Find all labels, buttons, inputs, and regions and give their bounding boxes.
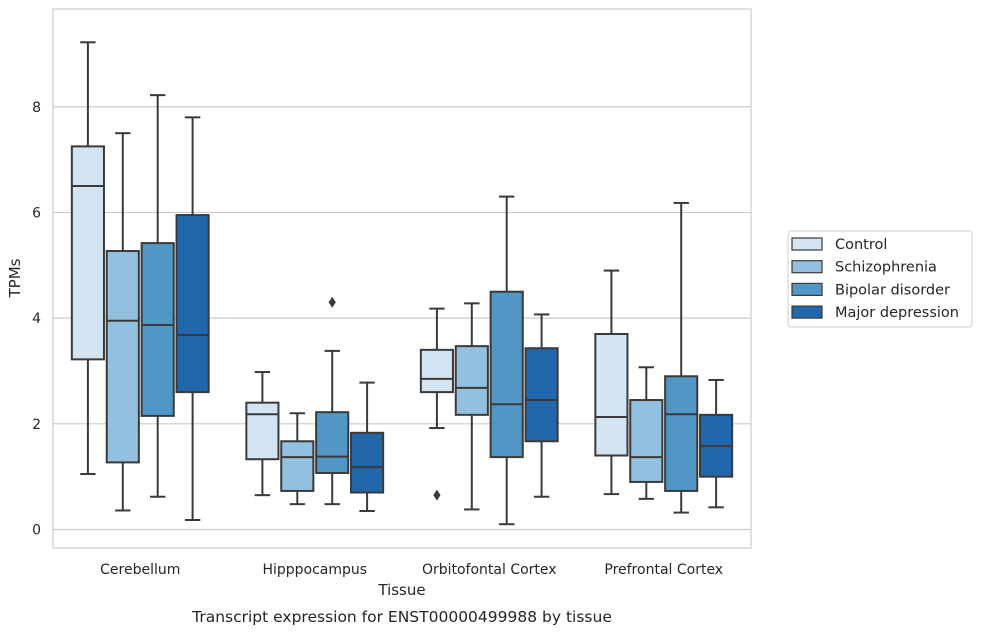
x-tick-label-orbitofontal-cortex: Orbitofontal Cortex	[422, 562, 557, 578]
figure-caption: Transcript expression for ENST0000049998…	[191, 608, 612, 626]
box-iqr	[664, 375, 699, 492]
x-tick-label-cerebellum: Cerebellum	[100, 562, 180, 578]
box-hipppocampus-schizophrenia	[280, 412, 315, 506]
box-iqr	[280, 440, 315, 492]
box-prefrontal-cortex-schizophrenia	[629, 366, 664, 500]
legend-entry-major-depression: Major depression	[791, 305, 959, 321]
outlier-point-0	[328, 296, 336, 308]
x-tick-label-hipppocampus: Hipppocampus	[262, 562, 367, 578]
box-orbitofontal-cortex-major-depression	[524, 313, 559, 498]
legend-label: Major depression	[835, 305, 959, 321]
legend: Control Schizophrenia Bipolar disorder Majo…	[787, 230, 973, 328]
legend-swatch	[791, 237, 823, 251]
y-tick-label-8: 8	[32, 100, 41, 116]
y-tick-label-4: 4	[32, 311, 41, 327]
box-orbitofontal-cortex-schizophrenia	[454, 302, 489, 511]
box-orbitofontal-cortex-control	[419, 307, 454, 501]
legend-label: Bipolar disorder	[835, 282, 950, 298]
box-series	[70, 41, 734, 526]
box-hipppocampus-control	[245, 371, 280, 497]
box-iqr	[350, 431, 385, 494]
box-hipppocampus-major-depression	[350, 381, 385, 513]
box-cerebellum-control	[70, 41, 105, 476]
box-iqr	[594, 332, 629, 457]
legend-swatch	[791, 260, 823, 274]
box-iqr	[629, 399, 664, 483]
legend-entry-bipolar-disorder: Bipolar disorder	[791, 282, 950, 298]
y-tick-labels: 0 2 4 6 8	[32, 100, 41, 539]
box-iqr	[454, 345, 489, 416]
legend-frame	[787, 230, 973, 328]
box-prefrontal-cortex-control	[594, 269, 629, 496]
x-tick-labels: Cerebellum Hipppocampus Orbitofontal Corte…	[100, 562, 723, 578]
legend-swatch	[791, 282, 823, 296]
outlier-point-0	[433, 489, 441, 501]
box-iqr	[140, 242, 175, 417]
legend-swatch	[791, 305, 823, 319]
box-prefrontal-cortex-major-depression	[699, 378, 734, 509]
box-cerebellum-schizophrenia	[105, 132, 140, 512]
box-cerebellum-major-depression	[175, 116, 210, 521]
plot-area-frame	[52, 8, 752, 549]
box-orbitofontal-cortex-bipolar-disorder	[489, 195, 524, 526]
x-axis-title: Tissue	[377, 581, 425, 599]
box-iqr	[524, 347, 559, 443]
box-iqr	[175, 214, 210, 394]
box-iqr	[70, 145, 105, 361]
box-cerebellum-bipolar-disorder	[140, 94, 175, 498]
x-tick-label-prefrontal-cortex: Prefrontal Cortex	[604, 562, 723, 578]
y-tick-label-0: 0	[32, 523, 41, 539]
legend-label: Schizophrenia	[835, 260, 937, 276]
box-hipppocampus-bipolar-disorder	[315, 296, 350, 506]
y-axis-title: TPMs	[6, 258, 24, 298]
legend-label: Control	[835, 237, 887, 253]
box-prefrontal-cortex-bipolar-disorder	[664, 201, 699, 514]
box-iqr	[419, 348, 454, 394]
box-iqr	[315, 411, 350, 474]
legend-entry-control: Control	[791, 237, 887, 253]
box-iqr	[105, 250, 140, 464]
box-iqr	[245, 401, 280, 461]
y-tick-label-2: 2	[32, 417, 41, 433]
legend-entry-schizophrenia: Schizophrenia	[791, 260, 937, 276]
y-tick-label-6: 6	[32, 205, 41, 221]
box-iqr	[489, 290, 524, 459]
